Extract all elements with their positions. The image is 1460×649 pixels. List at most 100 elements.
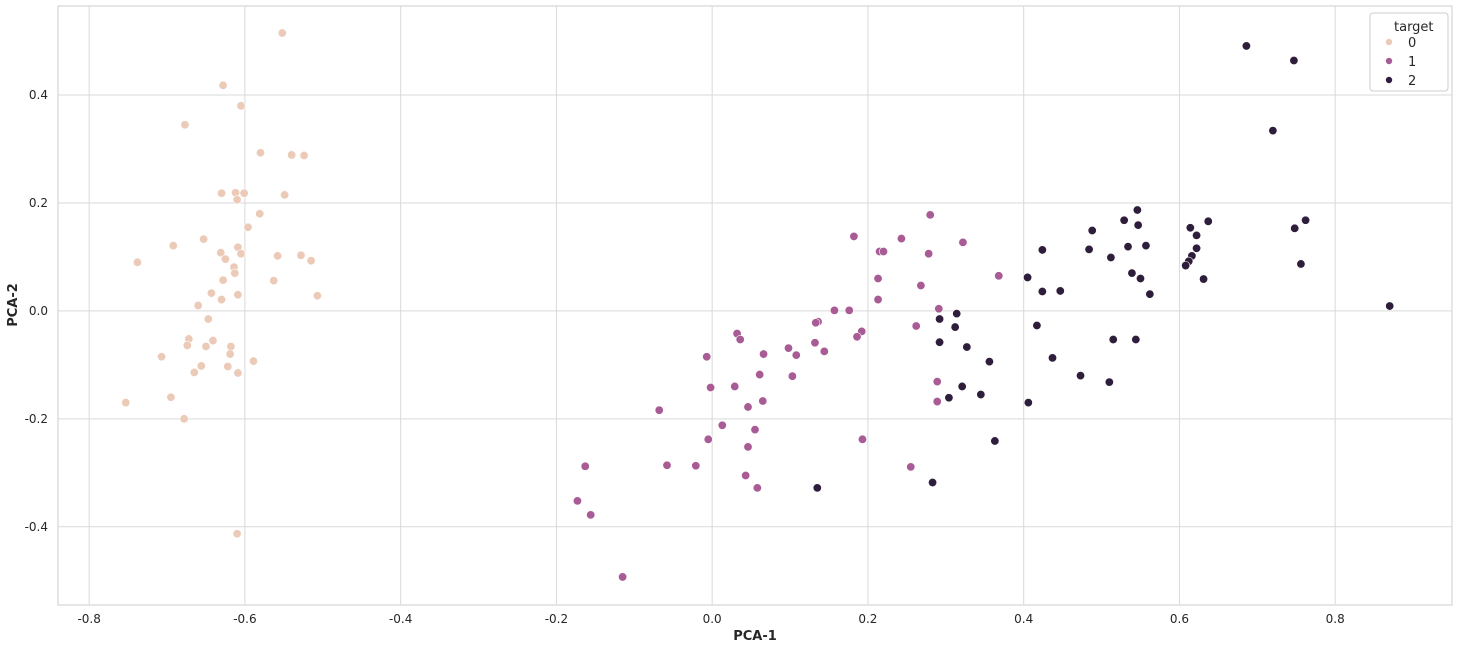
- data-point: [703, 434, 713, 444]
- data-point: [226, 342, 236, 352]
- data-point: [755, 370, 765, 380]
- data-point: [1106, 252, 1116, 262]
- data-point: [157, 352, 167, 362]
- legend-marker-0: [1385, 38, 1393, 46]
- data-point: [932, 397, 942, 407]
- plot-area: [57, 5, 1453, 606]
- data-point: [1192, 230, 1202, 240]
- legend-title: target: [1394, 20, 1434, 35]
- series-1: [572, 210, 1004, 582]
- data-point: [193, 300, 203, 310]
- data-point: [706, 383, 716, 393]
- data-point: [873, 274, 883, 284]
- data-point: [1268, 126, 1278, 136]
- data-point: [189, 367, 199, 377]
- data-point: [1087, 225, 1097, 235]
- data-point: [787, 371, 797, 381]
- legend-box: [1369, 12, 1449, 92]
- data-point: [1181, 261, 1191, 271]
- data-point: [1290, 223, 1300, 233]
- data-point: [928, 478, 938, 488]
- data-point: [812, 483, 822, 493]
- data-point: [849, 231, 859, 241]
- data-point: [287, 150, 297, 160]
- x-tick-label: 0.8: [1326, 612, 1345, 626]
- data-point: [225, 349, 235, 359]
- data-point: [852, 332, 862, 342]
- legend-label-2: 2: [1408, 74, 1416, 89]
- data-point: [958, 237, 968, 247]
- data-point: [1055, 286, 1065, 296]
- data-point: [203, 314, 213, 324]
- data-point: [206, 288, 216, 298]
- data-point: [1141, 241, 1151, 251]
- data-point: [243, 222, 253, 232]
- data-point: [810, 338, 820, 348]
- data-point: [935, 314, 945, 324]
- data-point: [1084, 244, 1094, 254]
- data-point: [586, 510, 596, 520]
- data-point: [220, 254, 230, 264]
- data-point: [618, 572, 628, 582]
- data-point: [255, 209, 265, 219]
- data-point: [1123, 242, 1133, 252]
- data-point: [1192, 243, 1202, 253]
- data-point: [179, 414, 189, 424]
- data-point: [218, 80, 228, 90]
- x-tick-label: -0.8: [77, 612, 100, 626]
- data-point: [1289, 56, 1299, 66]
- data-point: [1199, 274, 1209, 284]
- data-point: [934, 304, 944, 314]
- data-point: [239, 188, 249, 198]
- data-point: [217, 295, 227, 305]
- data-point: [1047, 353, 1057, 363]
- data-point: [906, 462, 916, 472]
- data-point: [952, 309, 962, 319]
- data-point: [935, 337, 945, 347]
- data-point: [216, 248, 226, 258]
- data-point: [990, 436, 1000, 446]
- data-point: [702, 352, 712, 362]
- data-point: [717, 420, 727, 430]
- data-point: [1037, 286, 1047, 296]
- x-tick-label: 0.4: [1014, 612, 1033, 626]
- data-point: [750, 425, 760, 435]
- y-axis-label: PCA-2: [6, 283, 21, 327]
- data-point: [166, 392, 176, 402]
- data-point: [924, 249, 934, 259]
- data-point: [962, 342, 972, 352]
- data-point: [873, 295, 883, 305]
- data-point: [580, 461, 590, 471]
- data-point: [223, 361, 233, 371]
- data-point: [182, 340, 192, 350]
- x-tick-label: 0.6: [1170, 612, 1189, 626]
- data-point: [783, 343, 793, 353]
- legend-marker-1: [1385, 57, 1393, 65]
- legend: target 0 1 2: [1369, 12, 1449, 92]
- data-point: [1076, 371, 1086, 381]
- data-point: [132, 257, 142, 267]
- data-point: [232, 529, 242, 539]
- data-point: [230, 268, 240, 278]
- data-point: [1241, 41, 1251, 51]
- data-point: [201, 342, 211, 352]
- data-point: [950, 322, 960, 332]
- data-point: [1132, 205, 1142, 215]
- data-point: [1133, 220, 1143, 230]
- data-point: [199, 234, 209, 244]
- data-point: [1131, 334, 1141, 344]
- data-point: [208, 336, 218, 346]
- data-point: [233, 368, 243, 378]
- data-point: [255, 148, 265, 158]
- data-point: [662, 460, 672, 470]
- grid-lines: [58, 6, 1452, 605]
- x-tick-label: -0.2: [545, 612, 568, 626]
- data-point: [1127, 268, 1137, 278]
- data-point: [944, 393, 954, 403]
- y-tick-label: 0.2: [29, 196, 48, 210]
- data-point: [1296, 259, 1306, 269]
- data-point: [1108, 334, 1118, 344]
- data-point: [312, 291, 322, 301]
- data-point: [1023, 272, 1033, 282]
- data-point: [743, 402, 753, 412]
